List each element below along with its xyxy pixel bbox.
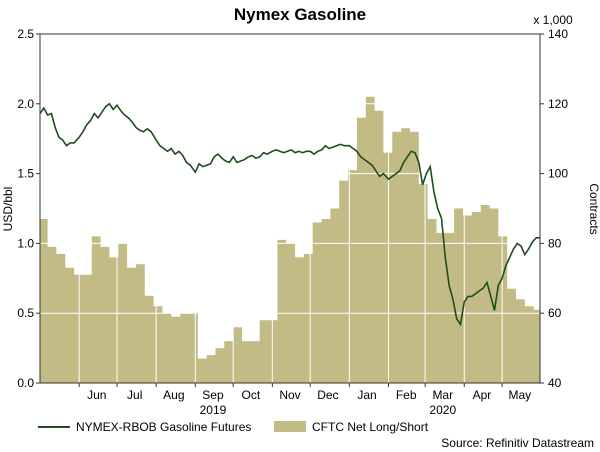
x-axis-month-label: Oct xyxy=(242,388,261,402)
left-axis-tick-label: 1.5 xyxy=(17,167,34,181)
x-axis-month-label: Jan xyxy=(357,388,376,402)
x-axis-month-label: Nov xyxy=(279,388,300,402)
left-axis-label: USD/bbl xyxy=(1,187,15,232)
right-axis-tick-label: 120 xyxy=(548,97,568,111)
plot-frame xyxy=(39,33,541,384)
left-axis-tick-label: 2.5 xyxy=(17,27,34,41)
x-axis-year-label: 2019 xyxy=(200,403,227,417)
x-axis-month-label: Feb xyxy=(396,388,417,402)
right-axis-multiplier: x 1,000 xyxy=(533,13,573,27)
x-axis-month-label: Mar xyxy=(432,388,453,402)
x-axis-month-label: Jun xyxy=(87,388,106,402)
right-axis-tick-label: 140 xyxy=(548,27,568,41)
right-axis-tick-label: 60 xyxy=(548,306,562,320)
x-axis-month-label: May xyxy=(508,388,531,402)
left-axis-tick-label: 0.5 xyxy=(17,306,34,320)
x-axis-month-label: Aug xyxy=(163,388,184,402)
x-axis-month-label: Dec xyxy=(317,388,338,402)
left-axis-tick-label: 1.0 xyxy=(17,236,34,250)
right-axis-tick-label: 40 xyxy=(548,376,562,390)
x-axis-year-label: 2020 xyxy=(429,403,456,417)
left-axis-tick-label: 2.0 xyxy=(17,97,34,111)
chart-title: Nymex Gasoline xyxy=(234,5,366,24)
cftc-area xyxy=(40,96,540,384)
left-axis-tick-label: 0.0 xyxy=(17,376,34,390)
legend: NYMEX-RBOB Gasoline Futures CFTC Net Lon… xyxy=(38,420,429,434)
legend-label-futures: NYMEX-RBOB Gasoline Futures xyxy=(76,420,251,434)
futures-line xyxy=(39,102,540,327)
legend-label-cftc: CFTC Net Long/Short xyxy=(312,420,429,434)
right-axis-label: Contracts xyxy=(587,183,600,234)
right-axis-tick-label: 80 xyxy=(548,236,562,250)
plot-area: 0.0 0.5 1.0 1.5 2.0 2.5 40 60 80 100 120 140 Jun Jul A… xyxy=(17,27,568,417)
legend-area-swatch xyxy=(274,421,306,432)
x-axis-month-label: Sep xyxy=(202,388,224,402)
x-axis-month-label: Jul xyxy=(127,388,142,402)
x-axis-month-label: Apr xyxy=(473,388,492,402)
source-note: Source: Refinitiv Datastream xyxy=(441,436,594,450)
right-axis-tick-label: 100 xyxy=(548,167,568,181)
